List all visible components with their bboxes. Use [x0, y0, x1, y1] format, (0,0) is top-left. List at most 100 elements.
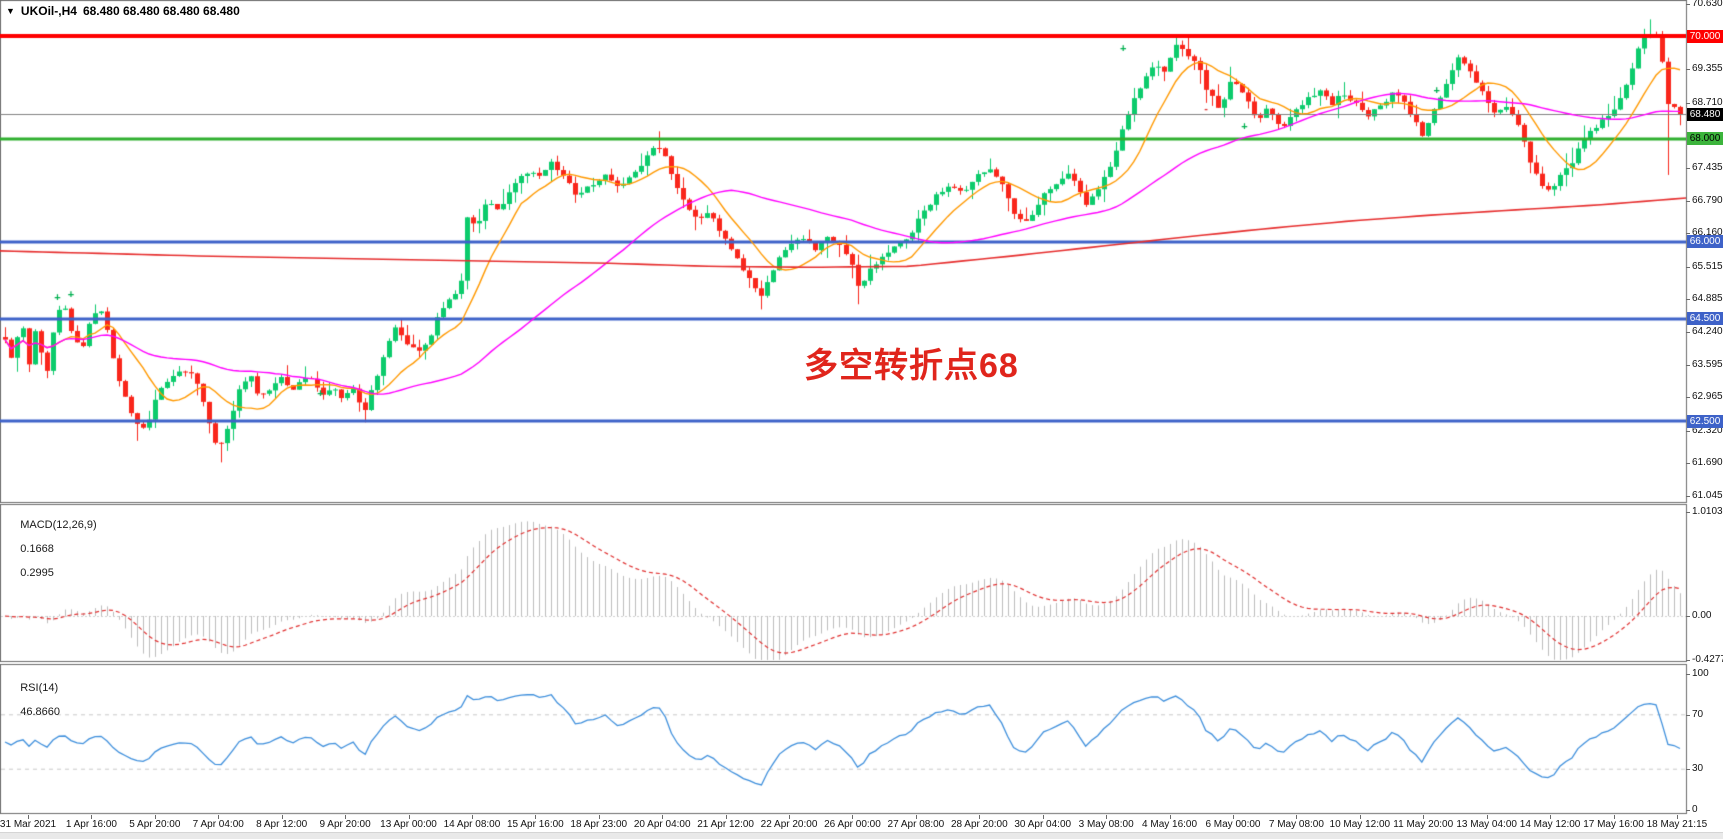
- price-tick-mark: [1686, 103, 1690, 104]
- time-tick-mark: [1677, 815, 1678, 819]
- price-tick-mark: [1686, 431, 1690, 432]
- time-axis-label: 7 Apr 04:00: [192, 819, 244, 830]
- price-level-badge: 64.500: [1687, 312, 1723, 325]
- time-axis-label: 11 May 20:00: [1393, 819, 1454, 830]
- price-tick-label: 67.435: [1692, 161, 1723, 173]
- price-tick-label: 70.630: [1692, 0, 1723, 9]
- time-axis-label: 22 Apr 20:00: [760, 819, 818, 830]
- time-axis-label: 6 May 00:00: [1205, 819, 1261, 830]
- rsi-tick-label: 0: [1692, 804, 1698, 815]
- price-tick-label: 66.790: [1692, 195, 1723, 207]
- time-tick-mark: [662, 815, 663, 819]
- time-axis-label: 30 Apr 04:00: [1014, 819, 1072, 830]
- time-tick-mark: [345, 815, 346, 819]
- time-tick-mark: [535, 815, 536, 819]
- macd-tick-label: 0.00: [1692, 610, 1712, 621]
- price-tick-label: 69.355: [1692, 63, 1723, 75]
- rsi-indicator-label: RSI(14) 46.8660: [8, 670, 60, 730]
- price-tick-mark: [1686, 267, 1690, 268]
- rsi-tick-mark: [1686, 674, 1690, 675]
- time-axis-label: 31 Mar 2021: [0, 819, 57, 830]
- price-tick-mark: [1686, 332, 1690, 333]
- price-tick-label: 62.965: [1692, 391, 1723, 403]
- price-tick-label: 66.160: [1692, 227, 1723, 239]
- time-tick-mark: [852, 815, 853, 819]
- price-tick-mark: [1686, 496, 1690, 497]
- price-tick-mark: [1686, 201, 1690, 202]
- price-tick-label: 64.885: [1692, 292, 1723, 304]
- price-tick-label: 61.045: [1692, 489, 1723, 501]
- time-tick-mark: [409, 815, 410, 819]
- price-tick-mark: [1686, 397, 1690, 398]
- price-level-badge: 68.000: [1687, 132, 1723, 145]
- time-tick-mark: [1043, 815, 1044, 819]
- time-axis-label: 14 May 12:00: [1519, 819, 1581, 830]
- price-tick-label: 63.595: [1692, 359, 1723, 371]
- price-tick-mark: [1686, 4, 1690, 5]
- time-axis-label: 13 Apr 00:00: [380, 819, 437, 830]
- price-level-badge: 66.000: [1687, 235, 1723, 248]
- time-tick-mark: [1233, 815, 1234, 819]
- time-axis-label: 14 Apr 08:00: [443, 819, 501, 830]
- time-axis-label: 4 May 16:00: [1142, 819, 1198, 830]
- rsi-tick-mark: [1686, 715, 1690, 716]
- time-tick-mark: [916, 815, 917, 819]
- rsi-name: RSI(14): [20, 682, 59, 694]
- time-axis-label: 15 Apr 16:00: [507, 819, 564, 830]
- price-tick-mark: [1686, 365, 1690, 366]
- price-level-badge: 62.500: [1687, 415, 1723, 428]
- time-tick-mark: [726, 815, 727, 819]
- time-axis-label: 27 Apr 08:00: [887, 819, 945, 830]
- price-level-badge: 70.000: [1687, 30, 1723, 43]
- macd-tick-label: 1.0103: [1692, 505, 1723, 517]
- rsi-tick-mark: [1686, 769, 1690, 770]
- price-tick-mark: [1686, 463, 1690, 464]
- time-tick-mark: [472, 815, 473, 819]
- time-axis-label: 8 Apr 12:00: [256, 819, 308, 830]
- rsi-tick-mark: [1686, 810, 1690, 811]
- price-tick-label: 68.710: [1692, 96, 1723, 108]
- time-tick-mark: [1550, 815, 1551, 819]
- macd-tick-label: -0.4277: [1692, 654, 1723, 666]
- symbol-dropdown-icon[interactable]: ▼: [6, 6, 15, 16]
- time-axis-label: 20 Apr 04:00: [633, 819, 691, 830]
- time-axis[interactable]: 31 Mar 2021 1 Apr 16:00 5 Apr 20:00 7 Apr 0…: [0, 815, 1723, 832]
- time-axis-label: 9 Apr 20:00: [319, 819, 371, 830]
- rsi-tick-label: 100: [1692, 668, 1709, 679]
- price-tick-label: 64.240: [1692, 325, 1723, 337]
- price-tick-mark: [1686, 69, 1690, 70]
- time-axis-label: 13 May 04:00: [1456, 819, 1517, 830]
- time-axis-label: 28 Apr 20:00: [950, 819, 1008, 830]
- rsi-value: 46.8660: [20, 706, 60, 718]
- macd-name: MACD(12,26,9): [20, 519, 97, 531]
- time-tick-mark: [218, 815, 219, 819]
- time-tick-mark: [1614, 815, 1615, 819]
- rsi-tick-label: 70: [1692, 708, 1704, 720]
- macd-tick-mark: [1686, 616, 1690, 617]
- time-tick-mark: [1296, 815, 1297, 819]
- price-level-badge: 68.480: [1687, 108, 1723, 121]
- time-axis-label: 21 Apr 12:00: [697, 819, 754, 830]
- time-tick-mark: [1170, 815, 1171, 819]
- chart-annotation-text: 多空转折点68: [804, 347, 1019, 385]
- time-axis-label: 18 Apr 23:00: [570, 819, 628, 830]
- price-tick-label: 61.690: [1692, 456, 1723, 468]
- time-tick-mark: [979, 815, 980, 819]
- rsi-tick-label: 30: [1692, 763, 1704, 775]
- time-tick-mark: [91, 815, 92, 819]
- time-tick-mark: [1106, 815, 1107, 819]
- time-axis-label: 7 May 08:00: [1268, 819, 1324, 830]
- time-tick-mark: [155, 815, 156, 819]
- time-tick-mark: [1360, 815, 1361, 819]
- macd-signal-value: 0.2995: [20, 567, 54, 579]
- macd-tick-mark: [1686, 660, 1690, 661]
- price-tick-mark: [1686, 299, 1690, 300]
- time-tick-mark: [28, 815, 29, 819]
- time-tick-mark: [789, 815, 790, 819]
- macd-main-value: 0.1668: [20, 543, 54, 555]
- macd-indicator-label: MACD(12,26,9) 0.1668 0.2995: [8, 507, 97, 591]
- price-tick-label: 65.515: [1692, 260, 1723, 272]
- time-tick-mark: [282, 815, 283, 819]
